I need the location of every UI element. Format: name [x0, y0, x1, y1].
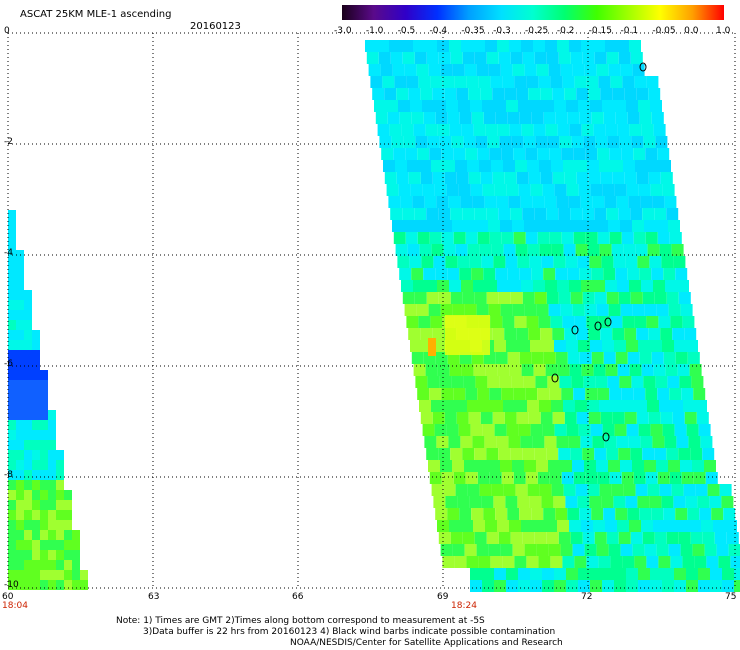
legend-label: 0.0 [684, 26, 699, 36]
island-outlines [551, 62, 647, 442]
grid-lines [7, 32, 736, 589]
legend-label: -0.25 [525, 26, 549, 36]
color-legend-bar [342, 5, 724, 20]
edge-patch [428, 338, 436, 356]
legend-label: -0.2 [556, 26, 575, 36]
y-axis-label-2: -2 [4, 137, 13, 147]
legend-label: -0.1 [620, 26, 639, 36]
legend-label: -0.4 [429, 26, 448, 36]
high-value-patch [445, 315, 490, 355]
y-axis-label-0: 0 [4, 26, 10, 36]
legend-label: -0.15 [588, 26, 612, 36]
y-axis-label-8: -8 [4, 470, 13, 480]
x-axis-label-60: 60 [2, 592, 14, 602]
x-axis-label-75: 75 [725, 592, 737, 602]
legend-label: -0.05 [652, 26, 676, 36]
x-axis-label-66: 66 [292, 592, 304, 602]
x-axis-label-69: 69 [437, 592, 449, 602]
left-swath [8, 210, 88, 590]
legend-gradient [342, 5, 724, 20]
legend-label: -3.0 [334, 26, 352, 36]
note-line-1: Note: 1) Times are GMT 2)Times along bot… [116, 616, 485, 626]
legend-label: -0.5 [397, 26, 416, 36]
y-axis-label-10: -10 [4, 580, 19, 590]
y-axis-label-6: -6 [4, 359, 13, 369]
x-axis-label-63: 63 [148, 592, 160, 602]
legend-label: 1.0 [716, 26, 731, 36]
main-swath [365, 40, 740, 592]
note-line-2: 3)Data buffer is 22 hrs from 20160123 4)… [143, 627, 556, 637]
credit-line: NOAA/NESDIS/Center for Satellite Applica… [290, 638, 563, 648]
page-title: ASCAT 25KM MLE-1 ascending [20, 9, 172, 20]
legend-label: -0.35 [461, 26, 485, 36]
x-axis-label-72: 72 [581, 592, 593, 602]
legend-label: -1.0 [365, 26, 384, 36]
legend-label: -0.3 [493, 26, 511, 36]
pass-time-1: 18:04 [2, 601, 28, 611]
y-axis-label-4: -4 [4, 248, 13, 258]
color-legend-labels: -3.0 -1.0 -0.5 -0.4 -0.35 -0.3 -0.25 -0.2 -0.15-… [330, 26, 740, 38]
product-date: 20160123 [190, 21, 241, 32]
pass-time-2: 18:24 [451, 601, 477, 611]
